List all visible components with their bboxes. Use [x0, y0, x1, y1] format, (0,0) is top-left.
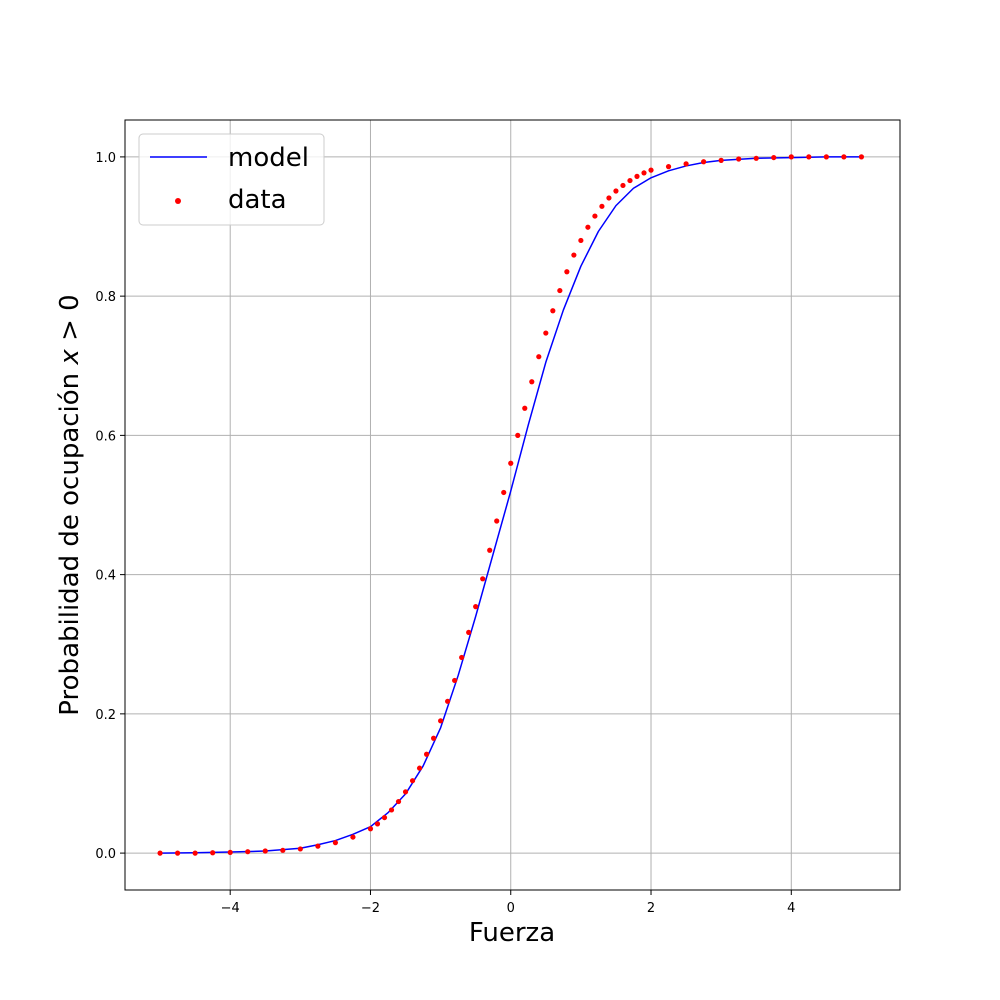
y-axis-label-suffix: > 0 [55, 294, 85, 349]
data-point [823, 154, 829, 160]
data-point [736, 156, 742, 162]
data-point [459, 654, 465, 661]
legend-data-label: data [228, 185, 287, 215]
data-point [771, 154, 777, 161]
data-point [841, 154, 847, 160]
y-tick-label: 0.6 [95, 429, 116, 444]
data-point [402, 789, 409, 795]
data-point [627, 177, 633, 184]
grid-layer [125, 120, 900, 890]
y-axis-label-variable: x [55, 349, 85, 366]
data-point [550, 308, 556, 314]
plot-frame [124, 119, 901, 891]
data-point [395, 798, 402, 805]
data-point [374, 821, 381, 827]
data-point [543, 330, 549, 336]
data-point [606, 195, 612, 201]
x-axis-label: Fuerza [469, 918, 555, 948]
data-point [262, 848, 268, 854]
data-point [388, 807, 395, 813]
data-point [210, 850, 216, 856]
data-point [466, 629, 472, 636]
x-tick-label: 0 [507, 901, 515, 916]
data-point [501, 489, 507, 496]
data-point [175, 850, 181, 856]
data-point [350, 834, 356, 840]
data-point [297, 846, 303, 852]
data-point [416, 765, 423, 771]
data-point [620, 182, 626, 189]
y-axis-label: Probabilidad de ocupación x > 0 [55, 294, 85, 715]
x-tick-label: 2 [647, 901, 655, 916]
data-point [508, 460, 514, 466]
y-tick-label: 0.4 [95, 569, 116, 584]
data-point [157, 850, 163, 856]
y-axis-ticks: 0.0 0.2 0.4 0.6 0.8 1.0 [95, 151, 125, 862]
data-point [701, 159, 707, 165]
y-tick-label: 0.2 [95, 708, 116, 723]
model-series-line [160, 156, 862, 854]
data-point [431, 735, 437, 741]
x-tick-label: 4 [787, 901, 795, 916]
x-tick-label: −2 [361, 901, 380, 916]
data-point [557, 287, 563, 294]
data-point [487, 547, 493, 553]
data-point [536, 354, 542, 360]
data-point [585, 224, 591, 230]
data-point [381, 814, 388, 821]
data-point [564, 269, 570, 275]
legend-data-swatch [175, 198, 181, 204]
y-tick-label: 0.8 [95, 290, 116, 305]
data-point [227, 849, 233, 856]
data-point [578, 237, 584, 244]
data-point [858, 154, 865, 160]
x-tick-label: −4 [221, 901, 240, 916]
data-point [571, 252, 577, 258]
data-point [332, 840, 339, 846]
data-point [648, 167, 654, 173]
legend-model-label: model [228, 143, 309, 173]
data-point [683, 161, 689, 167]
data-point [634, 173, 640, 179]
data-point [515, 432, 521, 438]
data-point [613, 188, 619, 194]
y-tick-label: 1.0 [95, 151, 116, 166]
data-point [641, 170, 647, 176]
data-point [192, 850, 198, 856]
data-point [665, 164, 672, 170]
data-point [315, 843, 321, 849]
data-point [480, 576, 486, 582]
data-point [245, 849, 251, 855]
x-axis-ticks: −4 −2 0 2 4 [221, 890, 795, 916]
data-point [753, 155, 759, 161]
data-point [423, 751, 430, 757]
data-point [452, 677, 458, 684]
data-point [438, 718, 444, 724]
model-layer [160, 156, 862, 854]
data-point [494, 518, 500, 524]
data-point [599, 203, 605, 209]
y-axis-label-prefix: Probabilidad de ocupación [55, 365, 85, 716]
data-point [592, 213, 598, 219]
data-point [445, 698, 451, 704]
data-point [788, 154, 794, 160]
y-tick-label: 0.0 [95, 847, 116, 862]
data-point [280, 847, 286, 853]
data-point [522, 405, 528, 411]
data-point [367, 826, 374, 832]
data-point [806, 154, 812, 160]
data-point [409, 778, 416, 784]
data-layer [157, 154, 865, 856]
data-point [718, 157, 724, 163]
data-point [529, 379, 535, 385]
legend: model data [138, 133, 325, 226]
data-point [473, 604, 479, 610]
